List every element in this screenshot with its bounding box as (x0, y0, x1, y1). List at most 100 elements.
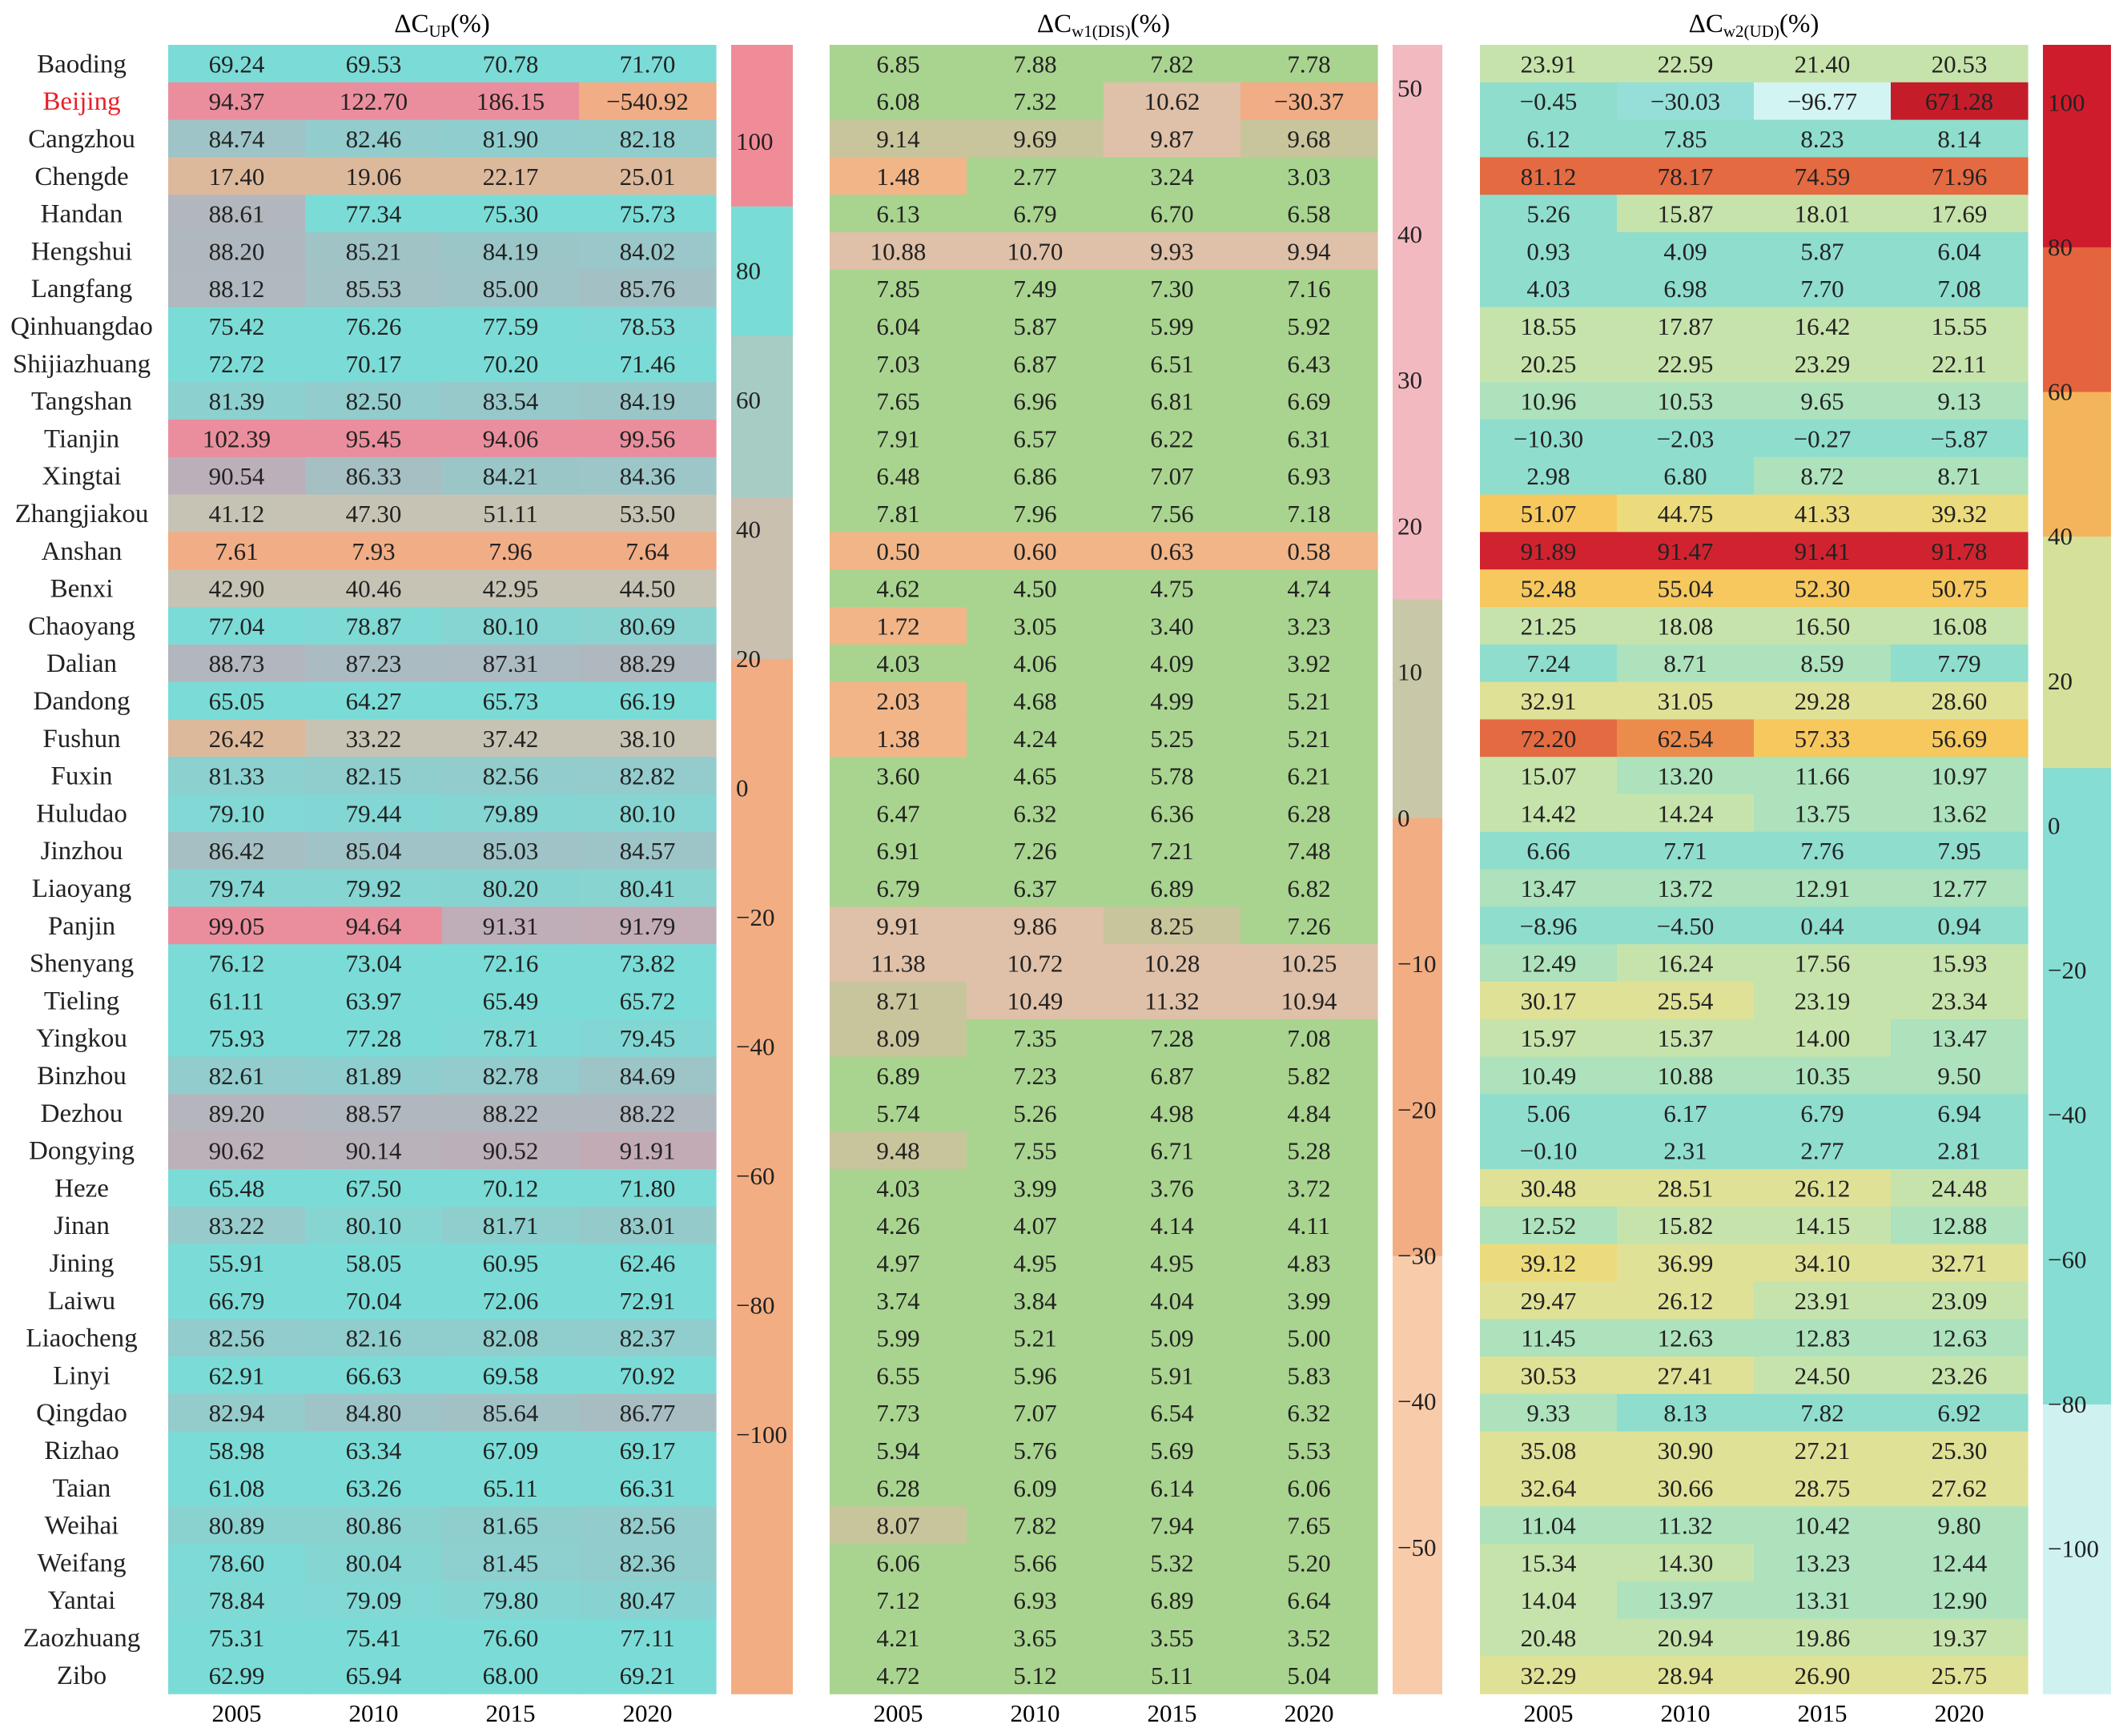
heatmap-cell (442, 719, 580, 757)
city-label: Yantai (48, 1586, 116, 1615)
year-tick-label: 2010 (349, 1699, 399, 1727)
cell-value-label: 28.51 (1658, 1174, 1714, 1202)
heatmap-cell (967, 1281, 1104, 1320)
city-label: Panjin (48, 912, 115, 941)
cell-value-label: 94.64 (346, 912, 402, 940)
cell-value-label: 21.40 (1795, 50, 1851, 78)
cell-value-label: 7.08 (1287, 1024, 1330, 1052)
heatmap-cell (1104, 1469, 1241, 1507)
cell-value-label: −5.87 (1931, 424, 1988, 452)
cell-value-label: 24.48 (1932, 1174, 1988, 1202)
cell-value-label: 62.54 (1658, 725, 1714, 753)
heatmap-cell (1240, 1169, 1378, 1208)
heatmap-cell (830, 982, 967, 1020)
heatmap-cell (1104, 1431, 1241, 1469)
heatmap-cell (168, 1544, 306, 1582)
cell-value-label: 80.86 (346, 1512, 402, 1540)
heatmap-cell (967, 944, 1104, 983)
cell-value-label: 17.40 (209, 163, 265, 191)
cell-value-label: 91.79 (620, 912, 676, 940)
heatmap-cell (1754, 494, 1892, 532)
heatmap-cell (1240, 982, 1378, 1020)
cell-value-label: 80.04 (346, 1549, 402, 1577)
heatmap-cell (830, 1618, 967, 1657)
heatmap-cell (1891, 1544, 2029, 1582)
heatmap-cell (168, 1393, 306, 1433)
cell-value-label: 67.09 (483, 1437, 539, 1465)
cell-value-label: 23.34 (1932, 987, 1988, 1015)
heatmap-cell (1617, 269, 1755, 308)
cell-value-label: 14.00 (1795, 1024, 1851, 1052)
heatmap-cell (1240, 1281, 1378, 1320)
heatmap-cell (442, 1469, 580, 1507)
cell-value-label: 5.83 (1287, 1361, 1330, 1389)
heatmap-cell (830, 420, 967, 458)
cell-value-label: 23.26 (1932, 1361, 1988, 1389)
cell-value-label: 2.77 (1013, 163, 1056, 191)
colorbar-tick-label: −20 (1397, 1095, 1436, 1123)
heatmap-cell (1891, 1244, 2029, 1282)
cell-value-label: 6.71 (1150, 1137, 1193, 1165)
heatmap-cell (168, 831, 306, 870)
cell-value-label: 8.25 (1150, 912, 1193, 940)
year-tick-label: 2020 (1285, 1699, 1334, 1727)
heatmap-cell (1617, 869, 1755, 907)
heatmap-cell (442, 232, 580, 271)
heatmap-cell (967, 1056, 1104, 1095)
heatmap-cell (579, 644, 717, 683)
cell-value-label: 39.12 (1521, 1249, 1577, 1277)
cell-value-label: 6.93 (1013, 1586, 1056, 1614)
colorbar-band (731, 45, 793, 207)
heatmap-cell (442, 532, 580, 570)
heatmap-cell (168, 757, 306, 795)
heatmap-cell (1480, 719, 1618, 757)
heatmap-cell (579, 982, 717, 1020)
heatmap-cell (168, 681, 306, 720)
cell-value-label: 6.85 (876, 50, 919, 78)
heatmap-cell (579, 794, 717, 833)
heatmap-cell (967, 1169, 1104, 1208)
cell-value-label: 9.50 (1937, 1062, 1980, 1090)
cell-value-label: 7.26 (1013, 837, 1056, 865)
cell-value-label: 32.29 (1521, 1662, 1577, 1690)
cell-value-label: 4.03 (876, 649, 919, 677)
cell-value-label: 7.12 (876, 1586, 919, 1614)
heatmap-cell (442, 1506, 580, 1545)
cell-value-label: 66.63 (346, 1361, 402, 1389)
panel-title: ΔCUP(%) (394, 10, 490, 41)
heatmap-cell (579, 1019, 717, 1058)
cell-value-label: 51.11 (483, 500, 538, 528)
cell-value-label: 7.56 (1150, 500, 1193, 528)
heatmap-cell (1891, 1356, 2029, 1395)
heatmap-cell (1240, 82, 1378, 121)
cell-value-label: 9.93 (1150, 237, 1193, 265)
heatmap-cell (1480, 906, 1618, 945)
panel-3: ΔCw2(UD)(%) 23.91 22.59 21.40 20.53 −0.45 −30.… (1480, 10, 2111, 1727)
cell-value-label: 6.79 (1800, 1099, 1844, 1127)
cell-value-label: 73.82 (620, 950, 676, 978)
heatmap-cell (442, 45, 580, 83)
heatmap-cell (830, 1506, 967, 1545)
heatmap-cell (1240, 157, 1378, 195)
heatmap-cell (1240, 307, 1378, 345)
heatmap-cell (830, 1431, 967, 1469)
colorbar-tick-label: 80 (736, 257, 761, 285)
cell-value-label: 10.94 (1281, 987, 1337, 1015)
cell-value-label: 3.05 (1013, 612, 1056, 640)
heatmap-cell (967, 1131, 1104, 1170)
heatmap-cell (1480, 1206, 1618, 1245)
heatmap-cell (168, 1206, 306, 1245)
cell-value-label: 5.94 (876, 1437, 920, 1465)
heatmap-cell (1891, 1131, 2029, 1170)
cell-value-label: 6.09 (1013, 1474, 1056, 1502)
cell-value-label: 62.91 (209, 1361, 265, 1389)
cell-value-label: 3.72 (1287, 1174, 1330, 1202)
cell-value-label: 61.08 (209, 1474, 265, 1502)
heatmap-cell (1480, 1581, 1618, 1620)
cell-value-label: 4.65 (1013, 762, 1056, 790)
heatmap-cell (1480, 1393, 1618, 1433)
heatmap-cell (830, 45, 967, 83)
cell-value-label: 78.60 (209, 1549, 265, 1577)
colorbar-tick-label: 0 (1397, 804, 1410, 832)
heatmap-cell (1104, 1506, 1241, 1545)
